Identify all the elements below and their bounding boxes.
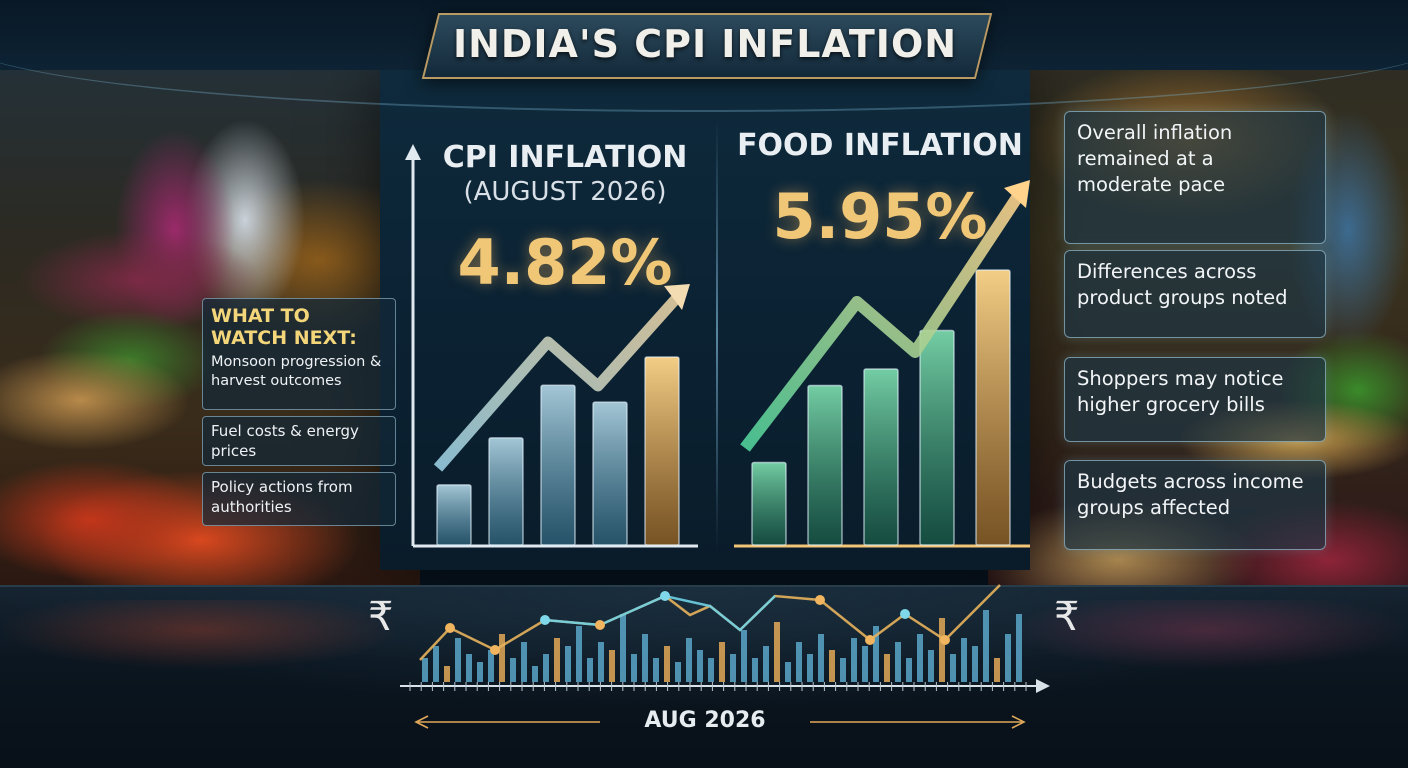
watch-item-fuel: Fuel costs & energy prices xyxy=(202,416,396,466)
rupee-icon-right: ₹ xyxy=(1054,594,1080,640)
panel-divider xyxy=(716,120,718,550)
rupee-icon-left: ₹ xyxy=(368,594,394,640)
cpi-value: 4.82% xyxy=(457,226,673,299)
food-value: 5.95% xyxy=(772,180,988,253)
floor-reflection-left xyxy=(0,600,400,720)
watch-item-monsoon: Monsoon progression & harvest outcomes xyxy=(211,354,382,389)
timeline-date-label: AUG 2026 xyxy=(644,708,766,733)
floor-reflection-right xyxy=(1008,600,1408,720)
watch-next-title: WHAT TO WATCH NEXT: xyxy=(211,305,357,349)
cpi-heading: CPI INFLATION xyxy=(442,140,688,175)
page-title: INDIA'S CPI INFLATION xyxy=(452,22,958,66)
note-product-groups: Differences across product groups noted xyxy=(1064,250,1326,338)
watch-item-policy: Policy actions from authorities xyxy=(202,472,396,526)
food-heading: FOOD INFLATION xyxy=(737,128,1023,163)
cpi-period: (AUGUST 2026) xyxy=(463,177,667,207)
note-moderate-pace: Overall inflation remained at a moderate… xyxy=(1064,111,1326,244)
watch-next-card: WHAT TO WATCH NEXT: Monsoon progression … xyxy=(202,298,396,410)
note-income-groups: Budgets across income groups affected xyxy=(1064,460,1326,550)
frame-curve xyxy=(0,40,1408,112)
note-grocery-bills: Shoppers may notice higher grocery bills xyxy=(1064,357,1326,442)
